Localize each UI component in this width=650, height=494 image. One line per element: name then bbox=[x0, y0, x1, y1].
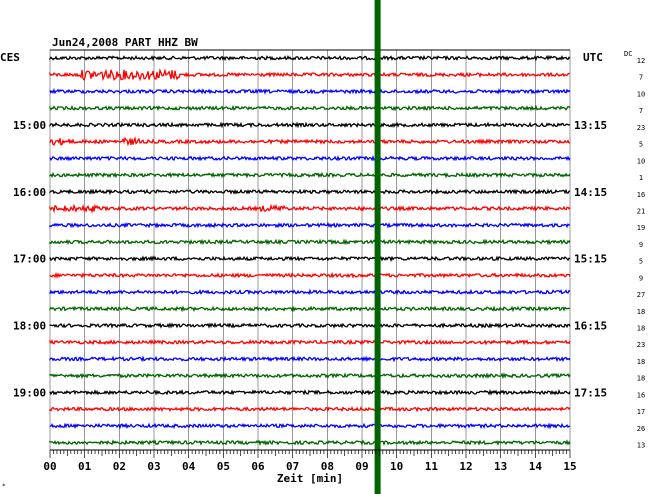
hour-labels: 15:00 16:00 17:00 18:00 19:00 13:15 14:15 15:15… bbox=[13, 57, 645, 450]
trace-2 bbox=[49, 68, 571, 82]
dc-value: 23 bbox=[637, 124, 645, 132]
trace-18 bbox=[49, 338, 571, 346]
x-tick-label: 12 bbox=[459, 460, 472, 473]
left-hour-label: 17:00 bbox=[13, 253, 46, 266]
dc-value: 5 bbox=[639, 258, 643, 266]
x-tick-label: 13 bbox=[494, 460, 507, 473]
corner-mark: * bbox=[2, 483, 6, 490]
x-tick-label: 00 bbox=[43, 460, 56, 473]
dc-value: 21 bbox=[637, 207, 645, 215]
x-tick-label: 15 bbox=[563, 460, 576, 473]
trace-19 bbox=[49, 355, 571, 363]
x-tick-label: 06 bbox=[251, 460, 265, 473]
x-tick-label: 01 bbox=[78, 460, 92, 473]
dc-value: 7 bbox=[639, 74, 643, 82]
x-tick-label: 08 bbox=[321, 460, 334, 473]
right-hour-label: 16:15 bbox=[574, 320, 607, 333]
x-tick-label: 10 bbox=[390, 460, 403, 473]
dc-value: 18 bbox=[637, 308, 645, 316]
trace-3 bbox=[49, 87, 571, 95]
event-line bbox=[374, 0, 381, 494]
trace-23 bbox=[49, 422, 571, 430]
trace-13 bbox=[49, 255, 571, 263]
x-tick-label: 11 bbox=[425, 460, 439, 473]
x-tick-label: 14 bbox=[529, 460, 543, 473]
right-timezone-label: UTC bbox=[583, 51, 603, 64]
trace-1 bbox=[49, 54, 571, 62]
trace-6 bbox=[49, 136, 571, 147]
right-hour-label: 13:15 bbox=[574, 119, 607, 132]
left-hour-label: 15:00 bbox=[13, 119, 46, 132]
trace-10 bbox=[49, 203, 571, 214]
x-axis: 00 01 02 03 04 05 06 07 08 09 10 11 12 13 14 15 bbox=[43, 449, 577, 473]
trace-11 bbox=[49, 221, 571, 229]
right-hour-label: 15:15 bbox=[574, 253, 607, 266]
trace-17 bbox=[49, 322, 571, 329]
dc-value: 18 bbox=[637, 358, 645, 366]
trace-24 bbox=[49, 439, 571, 446]
dc-value: 16 bbox=[637, 191, 645, 199]
dc-value: 16 bbox=[637, 391, 645, 399]
x-axis-label: Zeit [min] bbox=[277, 472, 343, 485]
dc-value: 10 bbox=[637, 157, 645, 165]
dc-value: 9 bbox=[639, 274, 643, 282]
traces bbox=[49, 54, 571, 446]
x-tick-label: 05 bbox=[217, 460, 230, 473]
trace-4 bbox=[49, 104, 571, 112]
trace-8 bbox=[49, 171, 571, 179]
grid bbox=[49, 49, 571, 450]
trace-9 bbox=[49, 188, 571, 196]
trace-7 bbox=[49, 154, 571, 162]
dc-value: 9 bbox=[639, 241, 643, 249]
right-hour-label: 14:15 bbox=[574, 186, 607, 199]
dc-value: 26 bbox=[637, 425, 645, 433]
dc-value: 12 bbox=[637, 57, 645, 65]
dc-value: 7 bbox=[639, 107, 643, 115]
dc-value: 18 bbox=[637, 325, 645, 333]
x-tick-label: 09 bbox=[355, 460, 368, 473]
dc-value: 27 bbox=[637, 291, 645, 299]
x-tick-label: 03 bbox=[147, 460, 160, 473]
trace-16 bbox=[49, 305, 571, 313]
left-hour-label: 18:00 bbox=[13, 320, 46, 333]
x-tick-label: 04 bbox=[182, 460, 196, 473]
chart-title: Jun24,2008 PART HHZ BW bbox=[52, 36, 198, 49]
x-tick-label: 07 bbox=[286, 460, 299, 473]
dc-value: 5 bbox=[639, 141, 643, 149]
trace-5 bbox=[49, 121, 571, 129]
x-tick-label: 02 bbox=[113, 460, 126, 473]
trace-21 bbox=[49, 388, 571, 396]
dc-value: 23 bbox=[637, 341, 645, 349]
trace-14 bbox=[49, 271, 571, 279]
dc-value: 17 bbox=[637, 408, 645, 416]
dc-value: 13 bbox=[637, 442, 645, 450]
right-hour-label: 17:15 bbox=[574, 386, 607, 399]
trace-15 bbox=[49, 288, 571, 296]
left-hour-label: 16:00 bbox=[13, 186, 46, 199]
trace-22 bbox=[49, 405, 571, 413]
dc-value: 18 bbox=[637, 375, 645, 383]
event-marker bbox=[374, 0, 381, 494]
left-timezone-label: CES bbox=[0, 51, 20, 64]
trace-20 bbox=[49, 372, 571, 380]
dc-value: 1 bbox=[639, 174, 643, 182]
left-hour-label: 19:00 bbox=[13, 386, 46, 399]
dc-header: DC bbox=[624, 50, 632, 58]
dc-value: 10 bbox=[637, 90, 645, 98]
trace-12 bbox=[49, 238, 571, 246]
dc-value: 19 bbox=[637, 224, 645, 232]
